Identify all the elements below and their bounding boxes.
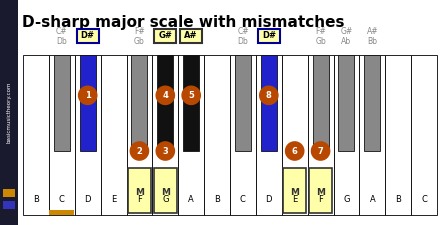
- Circle shape: [259, 86, 279, 105]
- Bar: [359, 55, 385, 215]
- Text: C: C: [421, 194, 427, 203]
- Bar: [282, 55, 308, 215]
- Bar: [80, 55, 96, 151]
- Text: Bb: Bb: [367, 36, 378, 45]
- Bar: [23, 55, 49, 215]
- Text: D#: D#: [81, 32, 95, 40]
- Text: D: D: [266, 194, 272, 203]
- Bar: [0, 0, 18, 225]
- Bar: [3, 201, 15, 209]
- Text: 4: 4: [162, 91, 168, 100]
- Bar: [49, 55, 75, 215]
- Text: A: A: [188, 194, 194, 203]
- Bar: [49, 210, 74, 215]
- Text: B: B: [395, 194, 401, 203]
- Text: A#: A#: [367, 27, 378, 36]
- Bar: [127, 55, 152, 215]
- Text: 5: 5: [188, 91, 194, 100]
- Bar: [77, 29, 99, 43]
- Text: 6: 6: [292, 146, 297, 155]
- Text: D#: D#: [262, 32, 276, 40]
- Bar: [157, 55, 173, 151]
- Circle shape: [181, 86, 201, 105]
- Text: 2: 2: [136, 146, 143, 155]
- Bar: [154, 29, 176, 43]
- Text: C#: C#: [237, 27, 249, 36]
- Text: F#: F#: [315, 27, 326, 36]
- Text: C: C: [59, 194, 65, 203]
- Text: A: A: [370, 194, 375, 203]
- Text: Ab: Ab: [341, 36, 352, 45]
- Circle shape: [285, 141, 304, 161]
- Text: 7: 7: [318, 146, 323, 155]
- Text: Db: Db: [56, 36, 67, 45]
- Circle shape: [155, 141, 175, 161]
- Text: F: F: [318, 194, 323, 203]
- Text: 8: 8: [266, 91, 271, 100]
- Bar: [308, 55, 334, 215]
- Text: F: F: [137, 194, 142, 203]
- Text: C#: C#: [56, 27, 68, 36]
- Bar: [385, 55, 411, 215]
- Bar: [75, 55, 101, 215]
- Bar: [3, 189, 15, 197]
- Text: M: M: [290, 188, 299, 197]
- Bar: [178, 55, 204, 215]
- Text: D-sharp major scale with mismatches: D-sharp major scale with mismatches: [22, 15, 345, 30]
- Bar: [235, 55, 251, 151]
- Circle shape: [78, 86, 98, 105]
- Text: F#: F#: [134, 27, 145, 36]
- Text: G: G: [343, 194, 350, 203]
- Text: M: M: [135, 188, 144, 197]
- Bar: [132, 55, 147, 151]
- Text: Gb: Gb: [315, 36, 326, 45]
- Text: A#: A#: [184, 32, 198, 40]
- Bar: [152, 55, 178, 215]
- Bar: [128, 168, 151, 213]
- Text: G: G: [162, 194, 169, 203]
- Text: Gb: Gb: [134, 36, 145, 45]
- Bar: [183, 55, 199, 151]
- Bar: [256, 55, 282, 215]
- Text: 3: 3: [162, 146, 168, 155]
- Bar: [258, 29, 280, 43]
- Bar: [309, 168, 332, 213]
- Bar: [204, 55, 230, 215]
- Text: basicmusictheory.com: basicmusictheory.com: [7, 82, 11, 143]
- Bar: [312, 55, 329, 151]
- Circle shape: [311, 141, 330, 161]
- Text: E: E: [292, 194, 297, 203]
- Bar: [364, 55, 380, 151]
- Circle shape: [155, 86, 175, 105]
- Text: 1: 1: [85, 91, 91, 100]
- Bar: [334, 55, 359, 215]
- Text: M: M: [316, 188, 325, 197]
- Text: G#: G#: [340, 27, 352, 36]
- Bar: [283, 168, 306, 213]
- Text: M: M: [161, 188, 170, 197]
- Text: G#: G#: [158, 32, 172, 40]
- Circle shape: [130, 141, 149, 161]
- Text: E: E: [111, 194, 116, 203]
- Bar: [101, 55, 127, 215]
- Bar: [411, 55, 437, 215]
- Bar: [338, 55, 355, 151]
- Bar: [180, 29, 202, 43]
- Text: C: C: [240, 194, 246, 203]
- Text: B: B: [214, 194, 220, 203]
- Text: D: D: [84, 194, 91, 203]
- Bar: [261, 55, 277, 151]
- Text: Db: Db: [238, 36, 248, 45]
- Text: B: B: [33, 194, 39, 203]
- Bar: [54, 55, 70, 151]
- Bar: [230, 55, 256, 215]
- Bar: [154, 168, 177, 213]
